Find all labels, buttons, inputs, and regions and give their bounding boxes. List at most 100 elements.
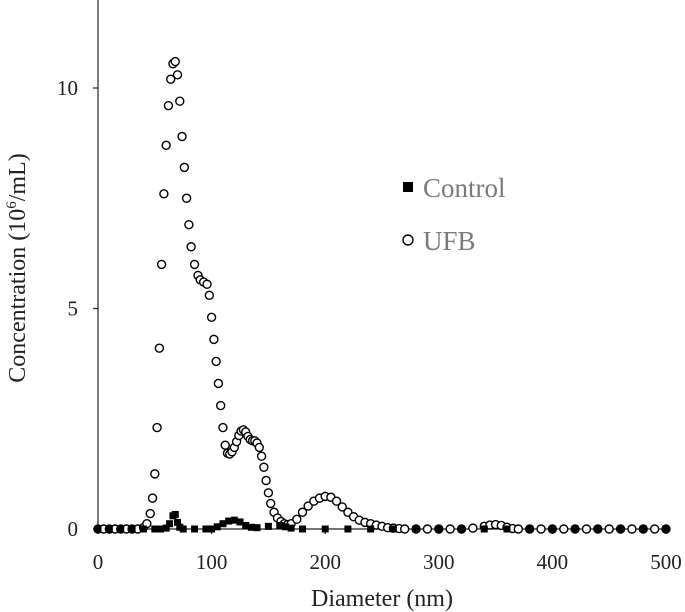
ufb-point [445, 524, 455, 534]
ufb-point [206, 312, 217, 323]
control-point [480, 525, 488, 533]
control-point [253, 524, 261, 532]
ufb-point [261, 475, 271, 486]
ufb-point [204, 290, 215, 300]
control-point [281, 523, 289, 531]
control-point [179, 525, 187, 533]
ticks: 0 100 200 300 400 500 0 5 10 [57, 76, 682, 574]
control-point [219, 520, 227, 528]
axes [97, 0, 666, 530]
control-point [162, 524, 170, 532]
x-tick-label: 100 [196, 550, 228, 574]
control-point [264, 522, 272, 530]
legend: Control UFB [402, 173, 506, 256]
ufb-point [150, 469, 160, 479]
legend-label-ufb: UFB [423, 226, 476, 256]
ufb-point [184, 220, 194, 230]
ufb-point [186, 242, 196, 252]
y-axis-title-tail: /mL) [5, 153, 31, 201]
ufb-point [211, 356, 221, 367]
control-point [503, 525, 511, 533]
ufb-point [209, 334, 219, 345]
x-axis-title: Diameter (nm) [311, 586, 453, 612]
y-axis-title-main: Concentration (10 [5, 209, 31, 383]
ufb-point [559, 524, 569, 534]
control-point [276, 521, 284, 529]
control-point [213, 523, 221, 531]
ufb-point [627, 524, 637, 534]
x-tick-label: 0 [93, 550, 104, 574]
ufb-point [331, 496, 342, 506]
control-point [344, 525, 352, 533]
ufb-point [263, 488, 274, 498]
x-tick-label: 200 [309, 550, 341, 574]
ufb-point [422, 524, 433, 534]
ufb-point [256, 451, 267, 461]
ufb-point [254, 442, 265, 453]
control-point [389, 525, 397, 533]
control-point [435, 525, 443, 533]
ufb-point [166, 74, 176, 84]
ufb-point [581, 524, 592, 534]
control-point [156, 525, 164, 533]
control-point [367, 525, 375, 533]
ufb-point [161, 140, 171, 151]
control-point [128, 525, 136, 533]
series-control [94, 510, 670, 533]
ufb-point [145, 508, 155, 519]
control-point [242, 521, 250, 529]
control-point [208, 525, 216, 533]
ufb-point [202, 279, 212, 289]
ufb-point [265, 498, 276, 509]
series-ufb [93, 56, 671, 534]
control-point [548, 525, 556, 533]
ufb-point [152, 422, 162, 433]
y-axis-title: Concentration (106/mL) [4, 153, 31, 382]
ufb-point [147, 493, 158, 503]
ufb-point [468, 523, 478, 533]
control-point [526, 525, 534, 533]
ufb-point [292, 514, 302, 524]
y-tick-label: 0 [68, 517, 79, 541]
ufb-point [513, 524, 524, 534]
ufb-point [175, 96, 185, 106]
control-point [166, 520, 174, 528]
control-point [298, 525, 306, 533]
y-axis-title-superscript: 6 [4, 201, 20, 209]
control-point [571, 525, 579, 533]
control-point [202, 525, 210, 533]
control-point [236, 518, 244, 526]
x-tick-label: 400 [537, 550, 569, 574]
legend-label-control: Control [423, 173, 506, 203]
ufb-point [297, 507, 308, 517]
ufb-point [156, 259, 167, 270]
control-point [458, 525, 466, 533]
ufb-point [536, 524, 546, 534]
y-tick-label: 10 [57, 76, 78, 100]
ufb-point [218, 422, 228, 433]
control-point [139, 525, 147, 533]
ufb-point [215, 400, 226, 411]
control-point [230, 516, 238, 524]
control-point [617, 525, 625, 533]
ufb-point [179, 162, 190, 173]
ufb-point [170, 56, 180, 67]
control-point [151, 525, 159, 533]
x-tick-label: 500 [650, 550, 682, 574]
ufb-point [213, 378, 224, 389]
ufb-point [172, 70, 183, 80]
y-tick-label: 5 [68, 297, 79, 321]
control-point [639, 525, 647, 533]
control-point [105, 525, 113, 533]
ufb-point [604, 524, 614, 534]
ufb-point [159, 189, 169, 199]
ufb-point [163, 100, 174, 111]
x-tick-label: 300 [423, 550, 455, 574]
control-point [171, 510, 179, 518]
control-point [247, 523, 255, 531]
control-point [662, 525, 670, 533]
control-point [191, 525, 199, 533]
control-point [117, 525, 125, 533]
control-point [174, 518, 182, 526]
